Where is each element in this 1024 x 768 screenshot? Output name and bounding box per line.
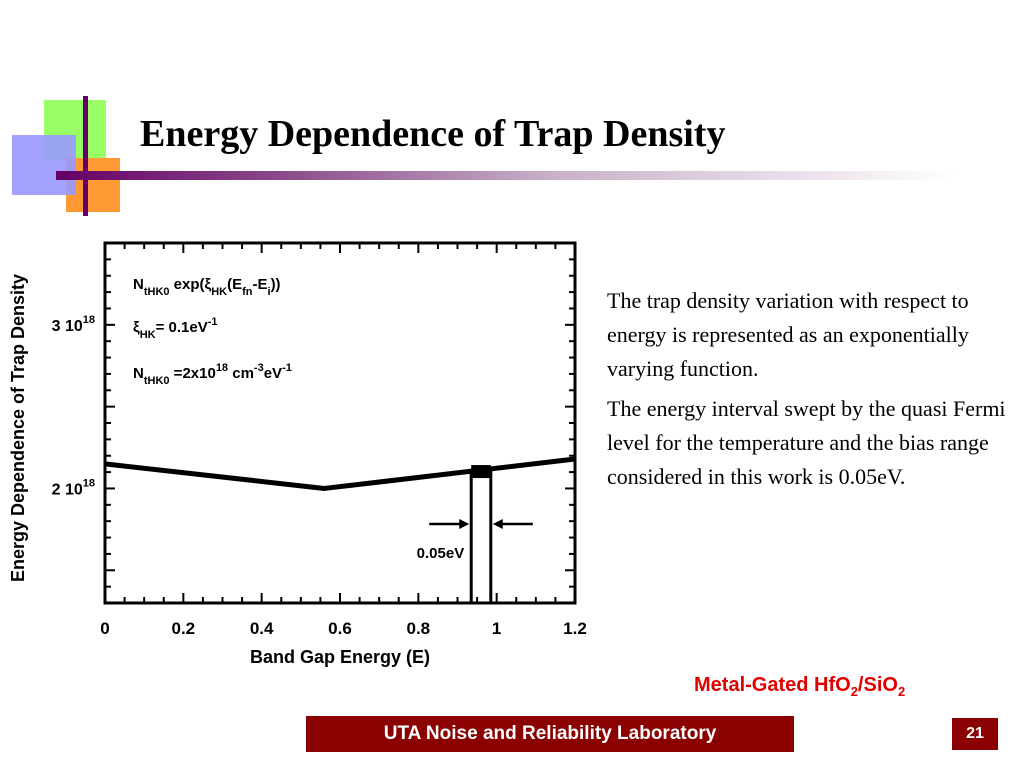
deco-vertical-bar xyxy=(83,96,88,216)
material-subscript-2: 2 xyxy=(897,684,906,699)
x-tick-label: 0.6 xyxy=(328,619,352,638)
material-subscript-1: 2 xyxy=(850,684,858,699)
axis-ticks xyxy=(104,242,576,604)
series-line-trap-density xyxy=(104,456,576,491)
deco-blue-block xyxy=(12,135,76,195)
formula-annotation: NtHK0 exp(ξHK(Efn-Ei)) ξHK= 0.1eV-1 NtHK0 … xyxy=(133,276,292,387)
x-tick-label: 0.4 xyxy=(250,619,274,638)
x-axis-label: Band Gap Energy (E) xyxy=(250,647,430,667)
x-tick-label: 0.8 xyxy=(407,619,431,638)
material-label: Metal-Gated HfO2/SiO2 xyxy=(694,674,905,699)
material-mid: /SiO xyxy=(857,674,898,696)
sweep-top-block xyxy=(471,465,491,479)
slide-title: Energy Dependence of Trap Density xyxy=(140,113,726,155)
deco-gradient-rule xyxy=(56,171,956,180)
footer-lab-name: UTA Noise and Reliability Laboratory xyxy=(306,716,794,752)
y-tick-labels: 3 1018 2 1018 xyxy=(52,314,95,499)
sweep-arrow-right-head xyxy=(492,519,503,529)
formula-line-1: NtHK0 exp(ξHK(Efn-Ei)) xyxy=(133,276,281,298)
x-tick-labels: 0 0.2 0.4 0.6 0.8 1 1.2 xyxy=(100,619,587,638)
page-number: 21 xyxy=(952,718,998,750)
x-tick-label: 0.2 xyxy=(172,619,196,638)
description-text: The trap density variation with respect … xyxy=(607,284,1012,500)
x-tick-label: 1 xyxy=(492,619,501,638)
sweep-interval-label: 0.05eV xyxy=(417,545,465,562)
y-tick-label: 3 1018 xyxy=(52,314,95,335)
formula-line-2: ξHK= 0.1eV-1 xyxy=(133,316,218,341)
paragraph-trap-variation: The trap density variation with respect … xyxy=(607,288,969,381)
x-tick-label: 0 xyxy=(100,619,109,638)
y-tick-label: 2 1018 xyxy=(52,477,95,498)
y-axis-label: Energy Dependence of Trap Density xyxy=(8,274,28,582)
formula-line-3: NtHK0 =2x1018 cm-3eV-1 xyxy=(133,362,292,387)
plot-frame xyxy=(103,241,577,605)
sweep-interval: 0.05eV xyxy=(417,465,533,603)
trap-density-chart: 0.05eV 0 0.2 0.4 0.6 0.8 1 1.2 3 1018 2 1018 Ba… xyxy=(8,241,587,667)
paragraph-energy-interval: The energy interval swept by the quasi F… xyxy=(607,396,1006,489)
x-tick-label: 1.2 xyxy=(563,619,587,638)
sweep-arrow-left-head xyxy=(459,519,470,529)
material-prefix: Metal-Gated HfO xyxy=(694,674,851,696)
